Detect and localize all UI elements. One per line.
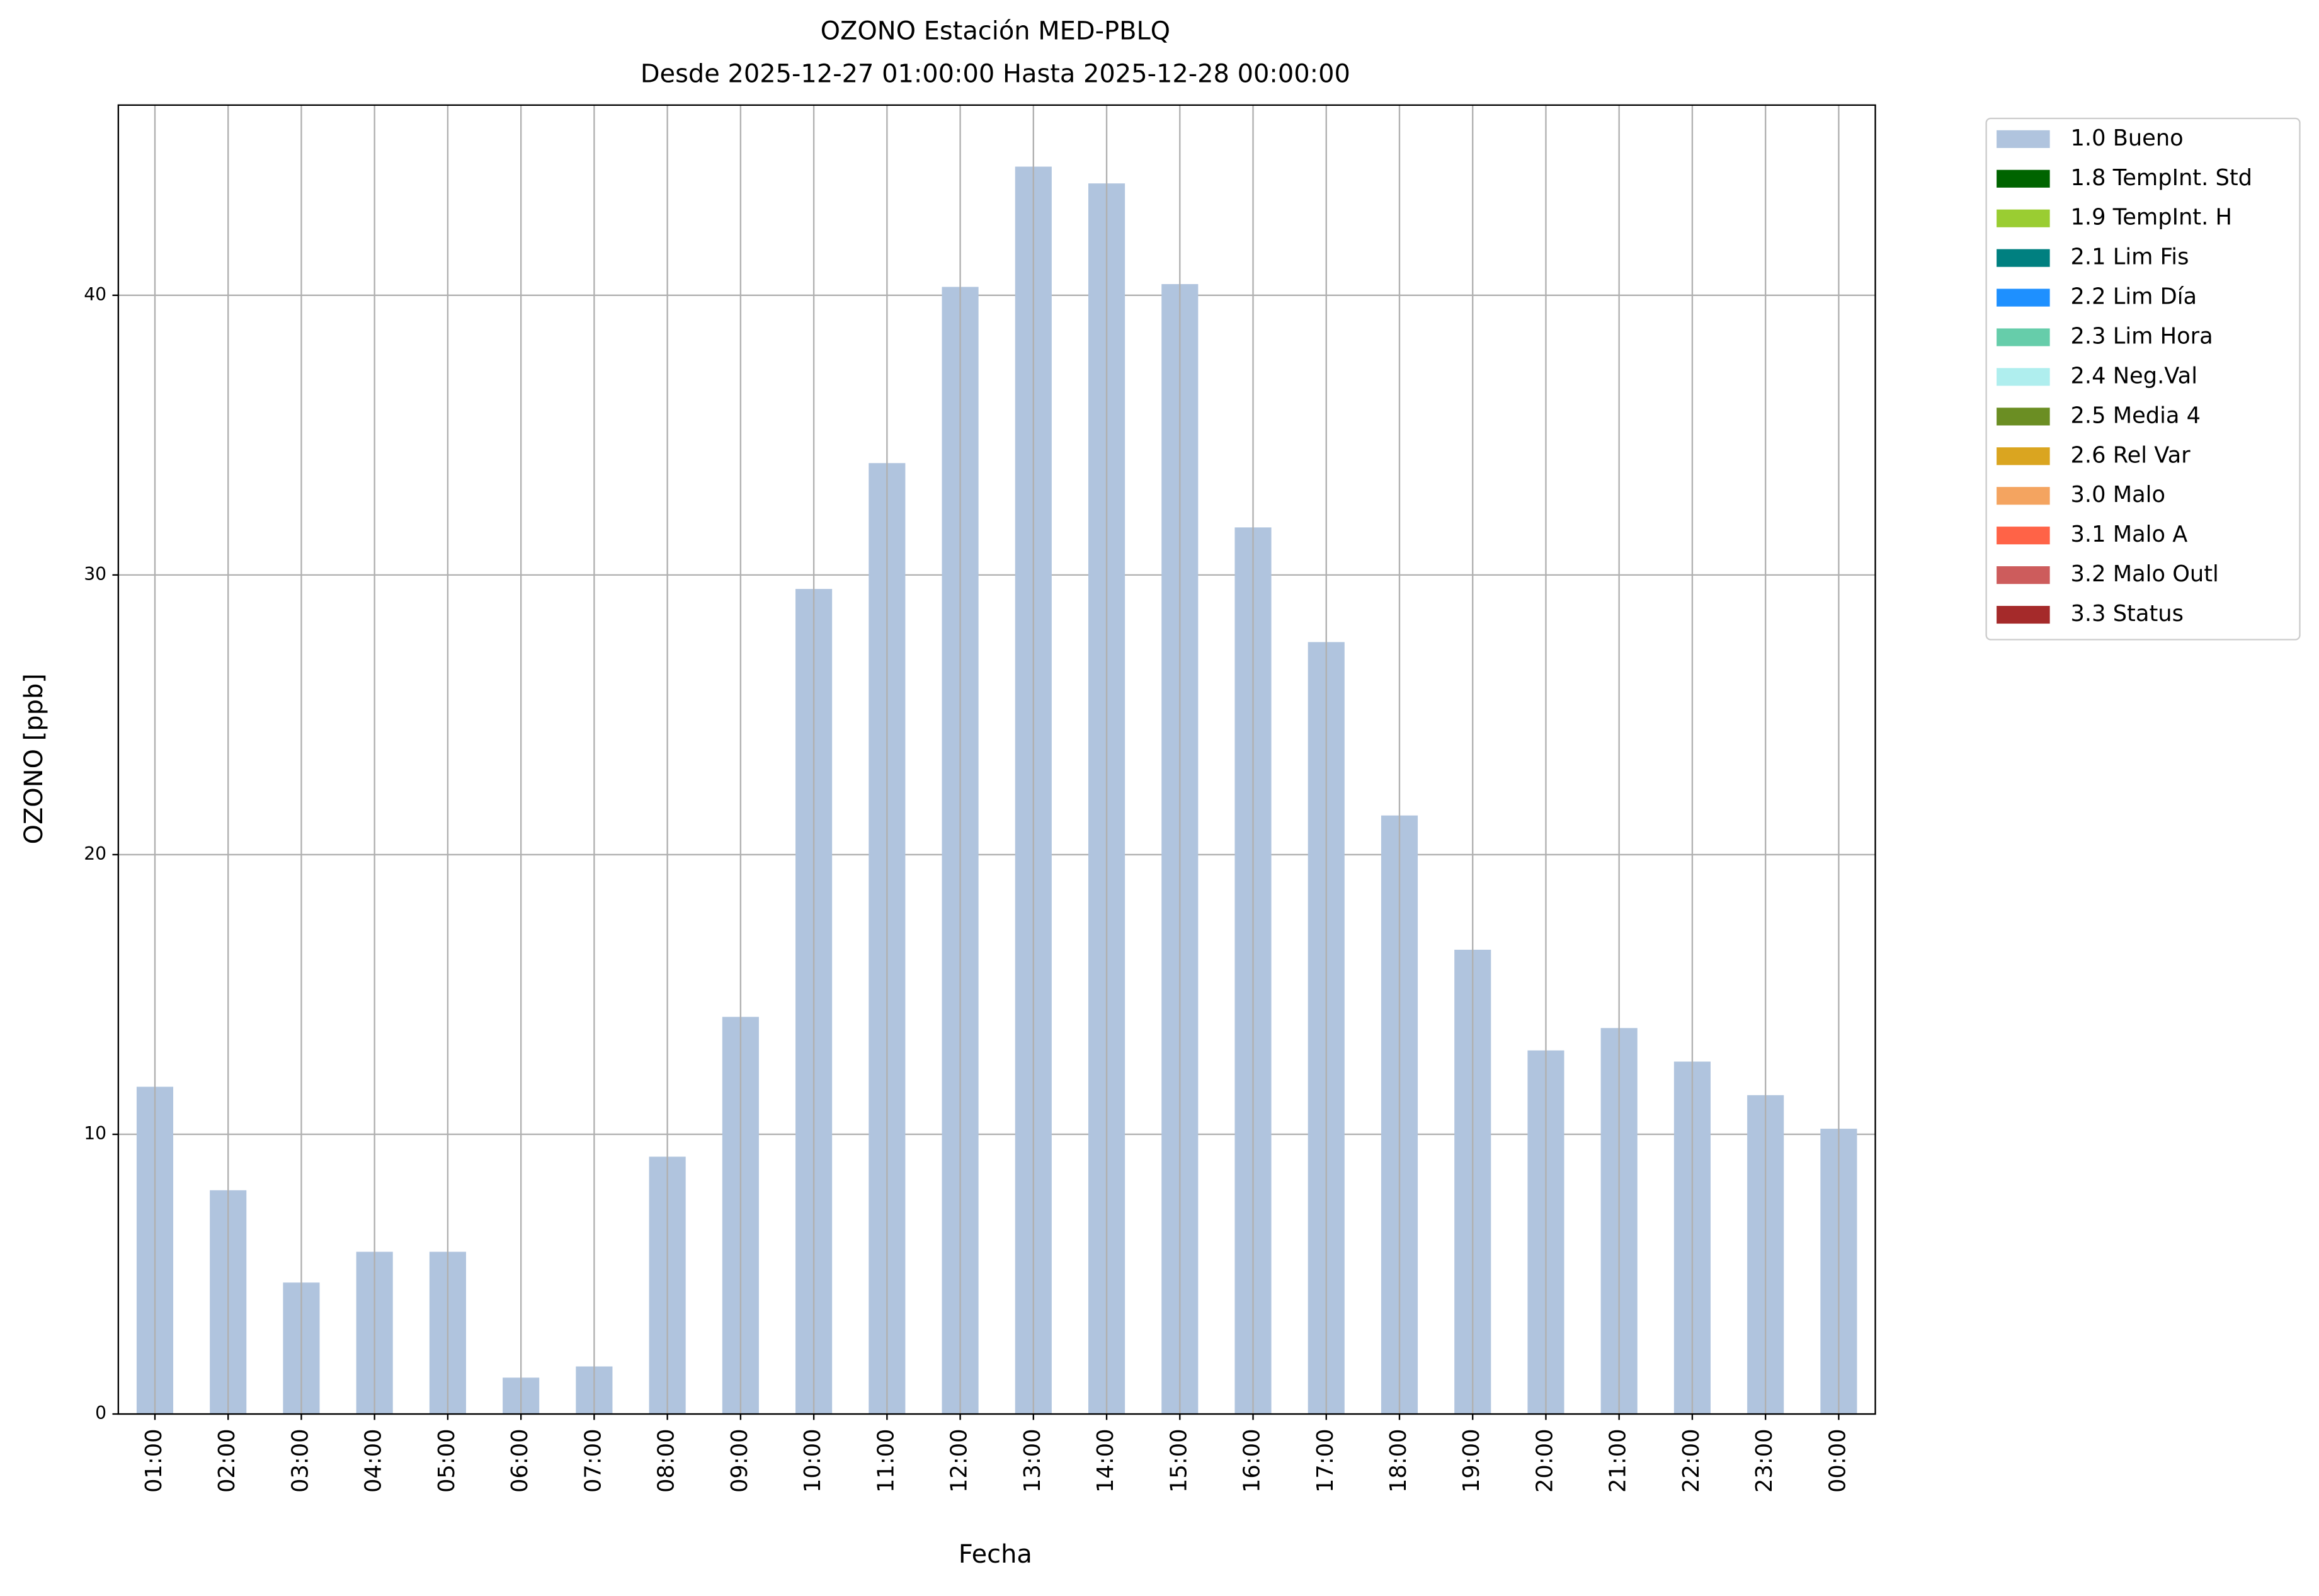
legend-label: 2.4 Neg.Val: [2071, 363, 2198, 389]
legend-swatch: [1997, 169, 2050, 188]
legend-box: [1985, 117, 2301, 641]
legend-label: 1.9 TempInt. H: [2071, 205, 2232, 231]
x-tick-label: 02:00: [214, 1429, 240, 1493]
legend-swatch: [1997, 288, 2050, 307]
legend-swatch: [1997, 209, 2050, 227]
legend-swatch: [1997, 249, 2050, 267]
x-tick-label: 07:00: [580, 1429, 606, 1493]
legend-label: 2.2 Lim Día: [2071, 284, 2197, 310]
legend-swatch: [1997, 130, 2050, 148]
legend-label: 3.1 Malo A: [2071, 522, 2188, 547]
y-tick-label: 30: [84, 564, 106, 584]
legend-label: 2.3 Lim Hora: [2071, 324, 2213, 350]
legend-label: 3.0 Malo: [2071, 482, 2166, 508]
x-tick-label: 17:00: [1313, 1429, 1338, 1493]
x-tick-label: 05:00: [434, 1429, 460, 1493]
chart-title: OZONO Estación MED-PBLQ: [821, 16, 1171, 45]
x-tick-label: 23:00: [1752, 1429, 1777, 1493]
x-tick-label: 00:00: [1825, 1429, 1850, 1493]
x-tick-label: 08:00: [654, 1429, 680, 1493]
x-tick-label: 06:00: [507, 1429, 533, 1493]
x-tick-label: 11:00: [873, 1429, 899, 1493]
x-tick-label: 04:00: [361, 1429, 387, 1493]
x-tick-label: 19:00: [1459, 1429, 1484, 1493]
y-tick-label: 10: [84, 1123, 106, 1144]
legend-swatch: [1997, 328, 2050, 346]
legend-label: 3.2 Malo Outl: [2071, 561, 2219, 587]
y-axis-label: OZONO [ppb]: [20, 673, 48, 844]
x-tick-label: 20:00: [1532, 1429, 1558, 1493]
legend-label: 1.8 TempInt. Std: [2071, 165, 2252, 191]
legend-label: 2.5 Media 4: [2071, 402, 2201, 428]
legend-label: 2.1 Lim Fis: [2071, 244, 2189, 270]
x-tick-label: 15:00: [1166, 1429, 1192, 1493]
legend-swatch: [1997, 368, 2050, 386]
x-tick-label: 13:00: [1020, 1429, 1046, 1493]
x-tick-label: 14:00: [1093, 1429, 1119, 1493]
y-tick-label: 40: [84, 284, 106, 305]
x-tick-label: 12:00: [947, 1429, 972, 1493]
y-tick-label: 20: [84, 843, 106, 864]
legend-swatch: [1997, 447, 2050, 465]
legend-label: 1.0 Bueno: [2071, 125, 2184, 151]
legend-swatch: [1997, 605, 2050, 624]
x-tick-label: 16:00: [1239, 1429, 1265, 1493]
x-tick-label: 18:00: [1386, 1429, 1411, 1493]
legend-label: 3.3 Status: [2071, 601, 2184, 627]
legend-swatch: [1997, 487, 2050, 505]
y-tick-label: 0: [95, 1403, 106, 1423]
legend-swatch: [1997, 408, 2050, 426]
chart-subtitle: Desde 2025-12-27 01:00:00 Hasta 2025-12-…: [641, 59, 1350, 88]
x-tick-label: 22:00: [1678, 1429, 1704, 1493]
x-tick-label: 10:00: [800, 1429, 826, 1493]
x-tick-label: 01:00: [141, 1429, 167, 1493]
x-tick-label: 03:00: [287, 1429, 313, 1493]
x-axis-label: Fecha: [959, 1540, 1032, 1569]
legend-label: 2.6 Rel Var: [2071, 442, 2191, 468]
legend-swatch: [1997, 527, 2050, 545]
x-tick-label: 09:00: [727, 1429, 753, 1493]
x-tick-label: 21:00: [1605, 1429, 1631, 1493]
legend-swatch: [1997, 566, 2050, 584]
plot-frame: [117, 104, 1876, 1415]
